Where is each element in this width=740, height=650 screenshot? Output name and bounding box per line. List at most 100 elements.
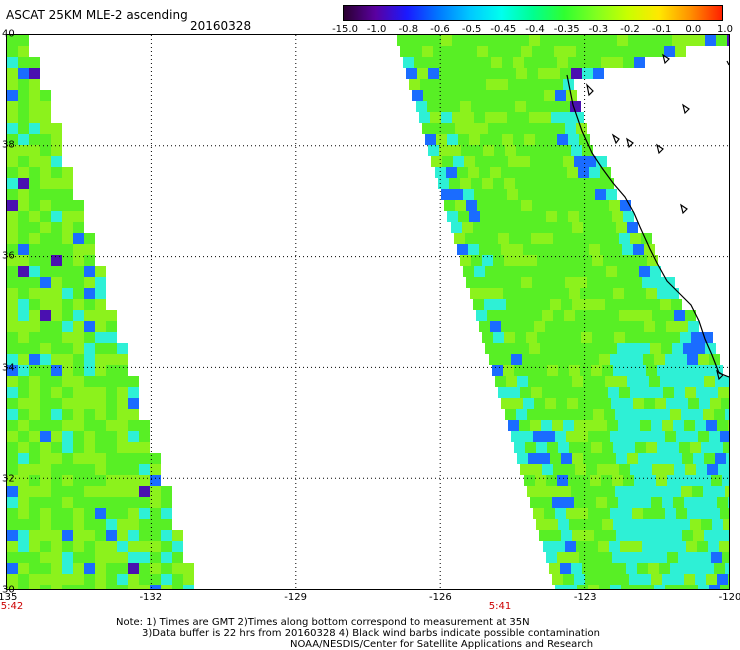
swath-cell [638, 530, 649, 541]
swath-cell [612, 552, 623, 563]
swath-cell [532, 277, 543, 288]
swath-cell [722, 475, 729, 486]
swath-cell [408, 35, 419, 46]
swath-cell [681, 563, 692, 574]
swath-cell [7, 420, 18, 431]
swath-cell [590, 211, 601, 222]
swath-cell [715, 376, 726, 387]
swath-cell [664, 541, 675, 552]
swath-cell [501, 244, 512, 255]
swath-cell [549, 68, 560, 79]
swath-cell [117, 530, 128, 541]
swath-cell [18, 574, 29, 585]
swath-cell [515, 332, 526, 343]
swath-cell [660, 376, 671, 387]
swath-cell [7, 112, 18, 123]
swath-cell [635, 519, 646, 530]
swath-cell [696, 387, 707, 398]
swath-cell [487, 310, 498, 321]
swath-cell [95, 398, 106, 409]
swath-cell [73, 222, 84, 233]
swath-cell [517, 453, 528, 464]
swath-cell [484, 222, 495, 233]
swath-cell [601, 475, 612, 486]
swath-cell [619, 310, 630, 321]
swath-cell [569, 365, 580, 376]
swath-cell [509, 387, 520, 398]
swath-cell [552, 156, 563, 167]
swath-cell [560, 145, 571, 156]
swath-cell [7, 244, 18, 255]
swath-cell [564, 233, 575, 244]
swath-cell [672, 35, 683, 46]
swath-cell [704, 530, 715, 541]
swath-cell [623, 552, 634, 563]
swath-cell [642, 46, 653, 57]
swath-cell [18, 519, 29, 530]
swath-cell [150, 508, 161, 519]
swath-cell [397, 35, 408, 46]
swath-cell [84, 244, 95, 255]
swath-cell [7, 365, 18, 376]
swath-cell [422, 46, 433, 57]
swath-cell [494, 145, 505, 156]
swath-cell [433, 46, 444, 57]
swath-cell [524, 57, 535, 68]
swath-cell [530, 497, 541, 508]
swath-cell [62, 387, 73, 398]
swath-cell [718, 387, 729, 398]
swath-cell [625, 332, 636, 343]
swath-cell [51, 277, 62, 288]
swath-cell [714, 409, 725, 420]
swath-cell [128, 376, 139, 387]
swath-cell [95, 574, 106, 585]
swath-cell [545, 398, 556, 409]
swath-cell [517, 222, 528, 233]
swath-cell [62, 343, 73, 354]
swath-cell [95, 497, 106, 508]
swath-cell [684, 497, 695, 508]
swath-cell [709, 508, 720, 519]
swath-cell [150, 541, 161, 552]
swath-cell [683, 343, 694, 354]
swath-cell [678, 552, 689, 563]
swath-cell [51, 464, 62, 475]
swath-cell [720, 508, 729, 519]
swath-cell [558, 519, 569, 530]
swath-cell [507, 343, 518, 354]
swath-cell [532, 123, 543, 134]
swath-cell [571, 145, 582, 156]
swath-cell [725, 563, 729, 574]
swath-cell [508, 156, 519, 167]
swath-cell [698, 431, 709, 442]
swath-cell [512, 398, 523, 409]
swath-cell [476, 310, 487, 321]
swath-cell [460, 101, 471, 112]
swath-cell [73, 332, 84, 343]
swath-cell [183, 585, 194, 589]
swath-cell [513, 57, 524, 68]
swath-cell [95, 420, 106, 431]
swath-cell [513, 211, 524, 222]
swath-cell [18, 398, 29, 409]
swath-cell [18, 222, 29, 233]
swath-cell [95, 321, 106, 332]
swath-cell [95, 431, 106, 442]
swath-cell [7, 530, 18, 541]
swath-cell [703, 409, 714, 420]
lon-label: -129 [284, 592, 307, 603]
swath-cell [562, 266, 573, 277]
swath-cell [546, 475, 557, 486]
swath-cell [537, 178, 548, 189]
swath-cell [139, 420, 150, 431]
swath-cell [572, 222, 583, 233]
swath-cell [7, 189, 18, 200]
swath-cell [460, 178, 471, 189]
swath-cell [51, 299, 62, 310]
swath-cell [583, 299, 594, 310]
swath-cell [574, 497, 585, 508]
swath-cell [574, 574, 585, 585]
swath-cell [425, 134, 436, 145]
swath-cell [599, 354, 610, 365]
swath-cell [629, 574, 640, 585]
